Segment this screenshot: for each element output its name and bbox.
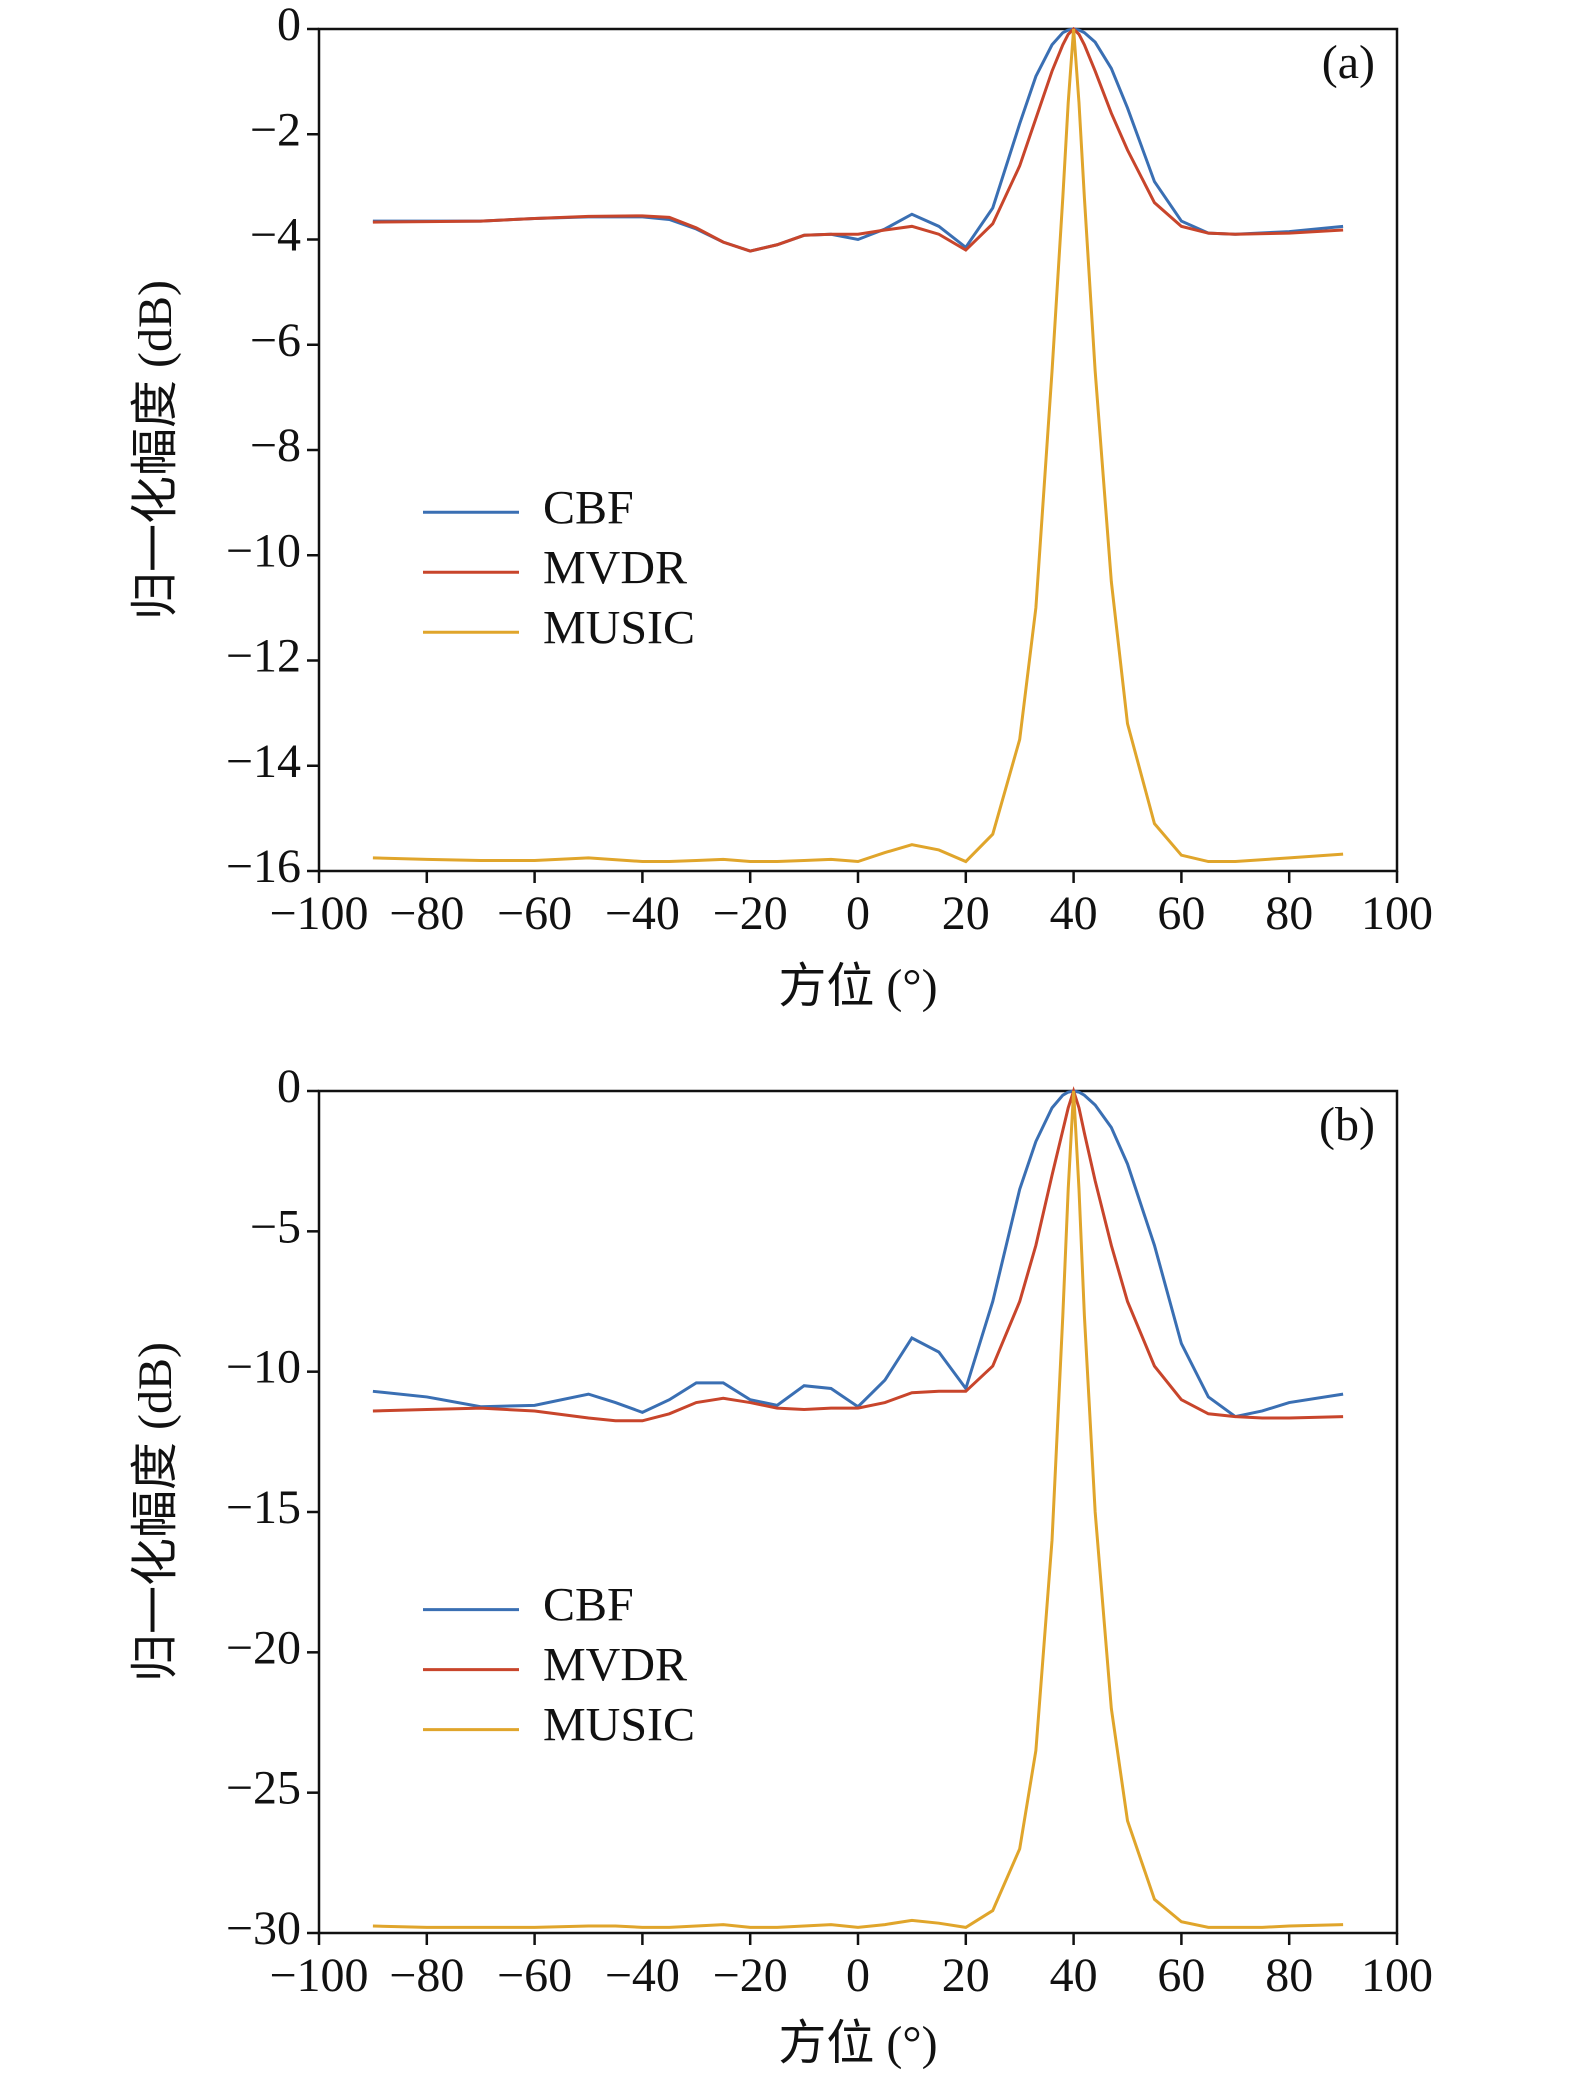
y-tick-label: −12 [226, 630, 301, 683]
panel-label: (b) [1319, 1098, 1375, 1151]
plot-frame [317, 1089, 1399, 1935]
x-tick-label: −80 [389, 887, 464, 940]
y-tick-label: −15 [226, 1481, 301, 1534]
y-tick-label: −30 [226, 1902, 301, 1955]
x-tick-label: 60 [1157, 887, 1205, 940]
series-line [372, 1089, 1344, 1419]
legend-label: MUSIC [543, 601, 695, 654]
x-tick-label: 100 [1361, 1949, 1433, 2002]
series-line [372, 28, 1344, 864]
y-tick-label: −10 [226, 524, 301, 577]
plot-frame [317, 27, 1399, 873]
x-tick-label: 80 [1265, 887, 1313, 940]
y-tick-label: −6 [250, 314, 301, 367]
legend-label: CBF [543, 481, 634, 534]
y-tick-label: −25 [226, 1762, 301, 1815]
y-tick-label: −16 [226, 840, 301, 893]
legend-label: MUSIC [543, 1699, 695, 1752]
x-axis-label: 方位 (°) [778, 2017, 937, 2070]
legend-label: MVDR [543, 541, 687, 594]
y-tick-label: −14 [226, 735, 301, 788]
x-axis-label: 方位 (°) [778, 960, 937, 1013]
x-tick-label: 40 [1050, 887, 1098, 940]
y-tick-label: −8 [250, 419, 301, 472]
x-tick-label: −60 [497, 887, 572, 940]
x-tick-label: −40 [605, 887, 680, 940]
y-tick-label: 0 [277, 1060, 301, 1113]
x-tick-label: 0 [846, 887, 870, 940]
x-tick-label: −20 [713, 1949, 788, 2002]
x-tick-label: 20 [942, 1949, 990, 2002]
x-tick-label: −20 [713, 887, 788, 940]
y-tick-label: −10 [226, 1341, 301, 1394]
x-tick-label: −40 [605, 1949, 680, 2002]
y-tick-label: 0 [277, 0, 301, 51]
y-tick-label: −4 [250, 209, 301, 262]
y-tick-label: −2 [250, 103, 301, 156]
x-tick-label: −60 [497, 1949, 572, 2002]
x-tick-label: 20 [942, 887, 990, 940]
x-tick-label: 60 [1157, 1949, 1205, 2002]
x-tick-label: −80 [389, 1949, 464, 2002]
series-line [372, 1086, 1344, 1423]
legend-label: MVDR [543, 1639, 687, 1692]
y-axis-label: 归一化幅度 (dB) [129, 1342, 182, 1682]
x-tick-label: 0 [846, 1949, 870, 2002]
x-tick-label: 100 [1361, 887, 1433, 940]
series-line [372, 27, 1344, 253]
x-tick-label: −100 [269, 887, 368, 940]
x-tick-label: −100 [269, 1949, 368, 2002]
series-line [372, 1090, 1344, 1929]
x-tick-label: 40 [1050, 1949, 1098, 2002]
y-tick-label: −20 [226, 1621, 301, 1674]
y-tick-label: −5 [250, 1200, 301, 1253]
x-tick-label: 80 [1265, 1949, 1313, 2002]
legend-label: CBF [543, 1579, 634, 1632]
series-line [372, 26, 1344, 253]
y-axis-label: 归一化幅度 (dB) [129, 280, 182, 620]
panel-label: (a) [1322, 36, 1375, 89]
